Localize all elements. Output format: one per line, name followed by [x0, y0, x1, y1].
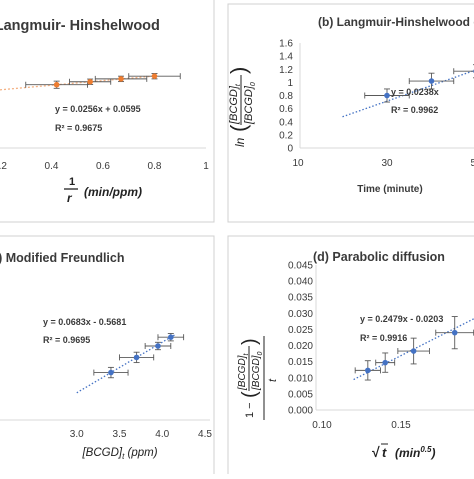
panel-b-ylabel-numerator: [BCGD]t — [228, 83, 242, 125]
panel-a-xlabel-unit: (min/ppm) — [84, 185, 142, 199]
panel-c-xtick-label: 3.5 — [113, 429, 127, 440]
panel-d-xtick-label: 0.15 — [391, 420, 411, 431]
panel-d-ytick-label: 0.020 — [288, 341, 313, 352]
panel-a-r2: R² = 0.9675 — [55, 123, 102, 133]
panel-d-ytick-label: 0.005 — [288, 389, 313, 400]
panel-d-ytick-label: 0.045 — [288, 261, 313, 272]
marker — [411, 348, 417, 354]
panel-b-xtick-label: 30 — [381, 158, 393, 169]
panel-a-title: (a) Langmuir- Hinshelwood — [0, 18, 160, 34]
panel-b-equation: y = 0.0238x — [391, 87, 439, 97]
marker — [382, 360, 388, 366]
panel-b-ylabel-ln: ln — [233, 137, 247, 147]
marker — [429, 78, 435, 84]
panel-b-xlabel: Time (minute) — [357, 184, 422, 195]
panel-d-ytick-label: 0.030 — [288, 309, 313, 320]
marker — [452, 330, 458, 336]
panel-c-r2: R² = 0.9695 — [43, 335, 90, 345]
panel-b-ytick-label: 1.6 — [279, 39, 293, 50]
panel-b-ytick-label: 0.4 — [279, 117, 293, 128]
panel-b-ylabel-denominator: [BCGD]0 — [243, 82, 257, 125]
panel-b-ytick-label: 0.2 — [279, 130, 293, 141]
panel-b-ytick-label: 0 — [287, 144, 293, 155]
panel-d-r2: R² = 0.9916 — [360, 333, 407, 343]
panel-a-xtick-label: 0.8 — [148, 161, 162, 172]
panel-d-ytick-label: 0.010 — [288, 373, 313, 384]
panel-d-ylabel-bracket-open: ( — [239, 391, 261, 398]
panel-c-xtick-label: 4.5 — [198, 429, 212, 440]
marker — [118, 76, 124, 82]
panel-b-ytick-label: 1.4 — [279, 52, 293, 63]
marker — [134, 355, 140, 361]
panel-d-equation: y = 0.2479x - 0.0203 — [360, 314, 443, 324]
marker — [152, 73, 158, 79]
panel-a-xlabel-numerator: 1 — [69, 176, 75, 188]
panel-d-ytick-label: 0.040 — [288, 277, 313, 288]
panel-a-xtick-label: 0.2 — [0, 161, 7, 172]
panel-a-equation: y = 0.0256x + 0.0595 — [55, 104, 141, 114]
panel-a-xtick-label: 0.4 — [45, 161, 59, 172]
panel-c-frame — [0, 236, 214, 474]
panel-b-ytick-label: 0.8 — [279, 91, 293, 102]
panel-d-ylabel-one: 1 − — [244, 402, 256, 418]
panel-d-ytick-label: 0.000 — [288, 406, 313, 417]
panel-d-ytick-label: 0.025 — [288, 325, 313, 336]
panel-b-ytick-label: 0.6 — [279, 104, 293, 115]
marker — [168, 334, 174, 340]
panel-d-ytick-label: 0.015 — [288, 357, 313, 368]
panel-b-title: (b) Langmuir-Hinshelwood extended — [318, 15, 474, 29]
panel-b-xtick-label: 10 — [292, 158, 304, 169]
panel-d-xlabel-radical: √ — [372, 444, 380, 460]
marker — [365, 368, 371, 374]
panel-b-ytick-label: 1.2 — [279, 65, 293, 76]
panel-d-ylabel-bracket-close: ) — [239, 338, 261, 345]
panel-b-ylabel-paren-open: ( — [226, 124, 251, 132]
panel-d-xtick-label: 0.10 — [312, 420, 332, 431]
panel-b-ytick-label: 1 — [287, 78, 293, 89]
marker — [384, 93, 390, 99]
panel-d-title: (d) Parabolic diffusion — [313, 250, 445, 264]
marker — [54, 82, 60, 88]
panel-c-xtick-label: 4.0 — [155, 429, 169, 440]
marker — [155, 343, 161, 349]
panel-b-r2: R² = 0.9962 — [391, 105, 438, 115]
panel-c-xtick-label: 3.0 — [70, 429, 84, 440]
panel-d-ytick-label: 0.035 — [288, 293, 313, 304]
panel-d-xlabel-t: t — [382, 445, 387, 460]
panel-a-xtick-label: 1 — [203, 161, 209, 172]
panel-b-ylabel-paren-close: ) — [226, 67, 251, 74]
marker — [87, 79, 93, 85]
panel-a-xtick-label: 0.6 — [96, 161, 110, 172]
panel-d-frame — [228, 236, 474, 474]
panel-c-equation: y = 0.0683x - 0.5681 — [43, 317, 126, 327]
panel-b-xtick-label: 50 — [470, 158, 474, 169]
panel-c-xlabel: [BCGD]t (ppm) — [81, 447, 157, 461]
panel-c-title: (c) Modified Freundlich — [0, 251, 125, 265]
marker — [108, 370, 114, 376]
